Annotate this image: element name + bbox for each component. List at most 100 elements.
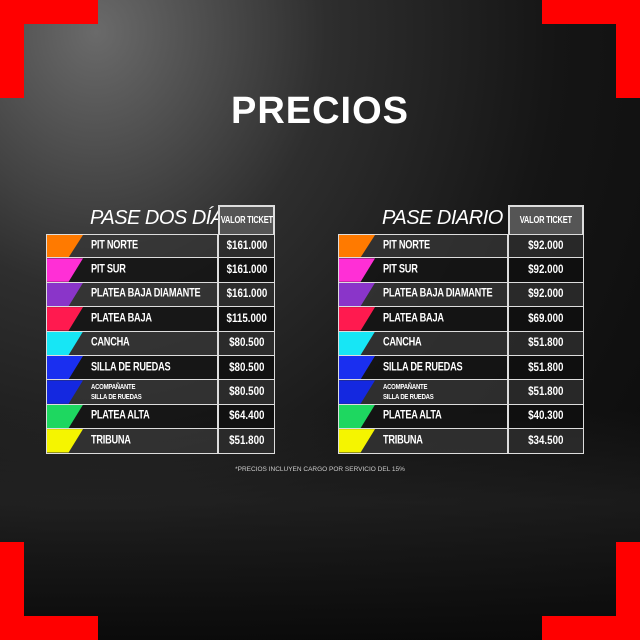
zone-name-line: TRIBUNA bbox=[91, 434, 131, 447]
zone-name-line: PIT NORTE bbox=[383, 239, 430, 252]
zone-name-line: TRIBUNA bbox=[383, 434, 423, 447]
zone-label-cell: TRIBUNA bbox=[339, 429, 509, 453]
table-title: PASE DOS DÍAS bbox=[90, 207, 237, 229]
price-cell: $51.800 bbox=[509, 380, 583, 404]
corner-bracket bbox=[0, 0, 98, 98]
zone-label-cell: PLATEA BAJA DIAMANTE bbox=[47, 282, 219, 307]
zone-label-cell: CANCHA bbox=[47, 331, 219, 355]
zone-name: ACOMPAÑANTE SILLA DE RUEDAS bbox=[91, 382, 142, 402]
zone-name-line: PIT SUR bbox=[91, 263, 126, 276]
table-row: PIT SUR $161.000 bbox=[46, 258, 275, 283]
table-pase-diario: PASE DIARIO VALOR TICKET PIT NORTE $92.0… bbox=[338, 205, 584, 454]
footnote: *PRECIOS INCLUYEN CARGO POR SERVICIO DEL… bbox=[235, 466, 405, 473]
zone-label-cell: CANCHA bbox=[339, 331, 509, 355]
zone-name-line: PLATEA BAJA DIAMANTE bbox=[383, 287, 493, 300]
price-cell: $51.800 bbox=[509, 355, 583, 380]
price-cell: $69.000 bbox=[509, 307, 583, 331]
zone-label-cell: PLATEA ALTA bbox=[47, 404, 219, 429]
price: $40.300 bbox=[528, 410, 564, 423]
zone-name-line: PIT SUR bbox=[383, 263, 418, 276]
zone-name: PLATEA BAJA bbox=[91, 312, 152, 325]
price: $92.000 bbox=[528, 264, 564, 277]
zone-label-cell: SILLA DE RUEDAS bbox=[47, 355, 219, 380]
price: $92.000 bbox=[528, 240, 564, 253]
zone-label-cell: PLATEA BAJA bbox=[339, 307, 509, 331]
price-cell: $51.800 bbox=[219, 429, 274, 453]
zone-name-line: PLATEA BAJA bbox=[91, 312, 152, 325]
zone-name: PLATEA BAJA DIAMANTE bbox=[383, 287, 493, 301]
zone-label-cell: PIT NORTE bbox=[339, 235, 509, 258]
color-swatch bbox=[339, 258, 375, 282]
table-row: PLATEA BAJA DIAMANTE $161.000 bbox=[46, 282, 275, 308]
color-swatch bbox=[339, 307, 375, 331]
zone-name: PIT SUR bbox=[91, 264, 126, 277]
zone-label-cell: PIT SUR bbox=[339, 258, 509, 282]
table-row: ACOMPAÑANTE SILLA DE RUEDAS $80.500 bbox=[46, 380, 275, 405]
color-swatch bbox=[339, 355, 375, 380]
zone-name: PLATEA BAJA bbox=[383, 312, 444, 325]
table-row: SILLA DE RUEDAS $80.500 bbox=[46, 355, 275, 381]
zone-name-line: ACOMPAÑANTE bbox=[91, 382, 136, 392]
price: $51.800 bbox=[528, 386, 564, 399]
price-cell: $80.500 bbox=[219, 355, 274, 380]
zone-name-line: SILLA DE RUEDAS bbox=[383, 361, 463, 374]
zone-label-cell: PLATEA BAJA bbox=[47, 307, 219, 331]
price-cell: $161.000 bbox=[219, 282, 274, 307]
price-cell: $161.000 bbox=[219, 258, 274, 282]
price: $80.500 bbox=[228, 361, 265, 374]
price: $69.000 bbox=[528, 312, 564, 325]
price: $51.800 bbox=[528, 361, 564, 374]
zone-name-line: SILLA DE RUEDAS bbox=[91, 392, 142, 402]
zone-name-line: PIT NORTE bbox=[91, 239, 138, 252]
zone-name: CANCHA bbox=[383, 337, 422, 350]
table-row: PLATEA ALTA $40.300 bbox=[338, 404, 584, 430]
price-cell: $51.800 bbox=[509, 331, 583, 355]
price-cell: $64.400 bbox=[219, 404, 274, 429]
zone-name-line: PLATEA ALTA bbox=[383, 409, 442, 422]
color-swatch bbox=[339, 235, 375, 258]
zone-name: PIT NORTE bbox=[91, 240, 138, 253]
table-row: SILLA DE RUEDAS $51.800 bbox=[338, 355, 584, 381]
price: $161.000 bbox=[226, 240, 267, 253]
table-row: PIT NORTE $161.000 bbox=[46, 234, 275, 259]
price: $115.000 bbox=[226, 312, 267, 325]
color-swatch bbox=[339, 380, 375, 404]
table-row: CANCHA $80.500 bbox=[46, 331, 275, 356]
page-title: PRECIOS bbox=[230, 90, 410, 132]
table-row: PLATEA BAJA $115.000 bbox=[46, 307, 275, 332]
table-row: PIT SUR $92.000 bbox=[338, 258, 584, 283]
table-pase-dos-dias: PASE DOS DÍAS VALOR TICKET PIT NORTE $16… bbox=[46, 205, 275, 454]
price-cell: $92.000 bbox=[509, 282, 583, 307]
zone-label-cell: PLATEA ALTA bbox=[339, 404, 509, 429]
zone-name: CANCHA bbox=[91, 337, 130, 350]
color-swatch bbox=[47, 307, 83, 331]
zone-name-line: PLATEA BAJA bbox=[383, 312, 444, 325]
color-swatch bbox=[47, 355, 83, 380]
table-row: TRIBUNA $34.500 bbox=[338, 429, 584, 454]
value-header-cell: VALOR TICKET bbox=[508, 205, 584, 234]
price-cell: $92.000 bbox=[509, 258, 583, 282]
price: $161.000 bbox=[226, 264, 267, 277]
table-row: PLATEA BAJA $69.000 bbox=[338, 307, 584, 332]
table-row: PLATEA ALTA $64.400 bbox=[46, 404, 275, 430]
color-swatch bbox=[47, 429, 83, 453]
table-row: PIT NORTE $92.000 bbox=[338, 234, 584, 259]
price: $51.800 bbox=[528, 337, 564, 350]
price: $80.500 bbox=[228, 337, 265, 350]
corner-bracket bbox=[542, 0, 640, 98]
corner-bracket bbox=[542, 542, 640, 640]
value-header-cell: VALOR TICKET bbox=[218, 205, 275, 234]
corner-bracket bbox=[0, 542, 98, 640]
zone-name-line: PLATEA BAJA DIAMANTE bbox=[91, 287, 201, 300]
color-swatch bbox=[47, 282, 83, 307]
zone-name: PLATEA ALTA bbox=[91, 410, 150, 423]
price-cell: $80.500 bbox=[219, 380, 274, 404]
zone-name: PIT NORTE bbox=[383, 240, 430, 253]
zone-name-line: PLATEA ALTA bbox=[91, 409, 150, 422]
price: $51.800 bbox=[228, 434, 265, 447]
price: $34.500 bbox=[528, 434, 564, 447]
price-cell: $161.000 bbox=[219, 235, 274, 258]
table-row: CANCHA $51.800 bbox=[338, 331, 584, 356]
color-swatch bbox=[339, 429, 375, 453]
